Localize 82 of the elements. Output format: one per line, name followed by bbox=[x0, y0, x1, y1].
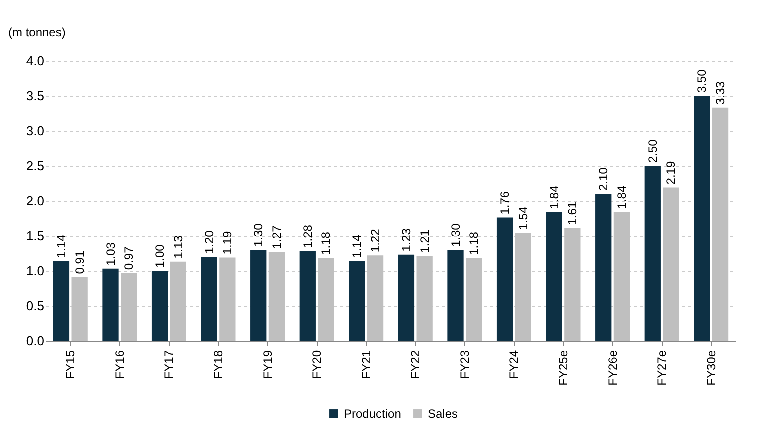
bar bbox=[564, 228, 581, 341]
bar bbox=[663, 188, 680, 341]
x-tick-label: FY17 bbox=[162, 350, 176, 380]
x-tick-label: FY27e bbox=[655, 350, 670, 386]
bar bbox=[170, 262, 186, 341]
bar bbox=[416, 256, 433, 341]
y-tick-label: 1.5 bbox=[26, 228, 44, 244]
y-tick-label: 1.0 bbox=[26, 264, 44, 278]
data-label: 2.10 bbox=[596, 167, 611, 191]
data-label: 1.13 bbox=[171, 235, 186, 259]
bar bbox=[220, 258, 236, 341]
data-label: 1.27 bbox=[270, 225, 284, 250]
data-label: 2.19 bbox=[664, 161, 678, 185]
bar bbox=[644, 166, 661, 341]
data-label: 1.00 bbox=[153, 244, 168, 268]
y-tick-label: 3.0 bbox=[26, 124, 44, 138]
data-label: 1.28 bbox=[300, 224, 315, 248]
y-tick-label: 3.5 bbox=[26, 88, 44, 104]
bar bbox=[614, 212, 630, 341]
data-label: 1.14 bbox=[350, 234, 364, 258]
data-label: 1.61 bbox=[566, 202, 580, 226]
bar bbox=[300, 251, 316, 341]
bar bbox=[349, 261, 366, 341]
bar bbox=[694, 96, 710, 341]
bar bbox=[596, 194, 612, 341]
x-tick-label: FY26e bbox=[606, 350, 620, 386]
data-label: 1.54 bbox=[516, 206, 530, 230]
data-label: 1.30 bbox=[448, 223, 463, 247]
bar bbox=[546, 212, 562, 341]
legend-label: Production bbox=[344, 407, 402, 421]
x-tick-label: FY24 bbox=[507, 350, 522, 380]
bar bbox=[448, 250, 464, 341]
data-label: 1.03 bbox=[104, 242, 118, 266]
x-tick-label: FY21 bbox=[359, 350, 374, 380]
bar bbox=[121, 273, 138, 341]
y-tick-label: 0.0 bbox=[26, 334, 44, 348]
data-label: 1.18 bbox=[319, 232, 334, 256]
bar bbox=[712, 108, 729, 341]
data-label: 1.21 bbox=[418, 230, 432, 254]
bar bbox=[201, 257, 218, 341]
data-label: 2.50 bbox=[646, 139, 660, 163]
data-label: 1.19 bbox=[220, 231, 235, 255]
y-tick-label: 0.5 bbox=[26, 298, 44, 314]
data-label: 0.91 bbox=[72, 250, 87, 274]
x-tick-label: FY30e bbox=[704, 350, 718, 386]
bar bbox=[318, 258, 334, 341]
data-label: 1.76 bbox=[498, 191, 512, 215]
x-tick-label: FY18 bbox=[212, 350, 226, 380]
bar bbox=[367, 256, 384, 341]
data-label: 1.18 bbox=[467, 232, 482, 256]
data-label: 0.97 bbox=[122, 246, 136, 270]
data-label: 1.22 bbox=[368, 228, 383, 253]
data-label: 1.20 bbox=[202, 230, 216, 254]
bar bbox=[152, 271, 168, 341]
bar bbox=[515, 233, 532, 341]
x-tick-label: FY23 bbox=[458, 350, 472, 380]
data-label: 1.84 bbox=[614, 186, 629, 210]
bar bbox=[102, 268, 119, 341]
x-tick-label: FY16 bbox=[112, 350, 127, 380]
data-label: 1.84 bbox=[547, 186, 562, 210]
x-tick-label: FY20 bbox=[310, 350, 324, 380]
bar bbox=[72, 277, 88, 341]
y-tick-label: 2.5 bbox=[26, 158, 44, 174]
data-label: 1.23 bbox=[399, 228, 414, 252]
data-label: 3.50 bbox=[695, 69, 710, 93]
y-tick-label: 4.0 bbox=[26, 54, 44, 68]
x-tick-label: FY25e bbox=[556, 350, 570, 386]
legend-label: Sales bbox=[428, 407, 458, 421]
bar bbox=[398, 254, 415, 341]
x-tick-label: FY19 bbox=[260, 350, 275, 380]
bar bbox=[268, 252, 286, 341]
bar bbox=[250, 250, 267, 341]
bar bbox=[53, 261, 70, 341]
y-tick-label: 2.0 bbox=[26, 194, 44, 208]
x-tick-label: FY15 bbox=[64, 350, 78, 380]
bar bbox=[496, 218, 514, 341]
y-axis-title: (m tonnes) bbox=[8, 26, 66, 40]
data-label: 1.14 bbox=[54, 234, 68, 258]
bar bbox=[466, 258, 482, 341]
x-tick-label: FY22 bbox=[408, 350, 423, 380]
data-label: 1.30 bbox=[252, 223, 266, 247]
data-label: 3.33 bbox=[714, 81, 728, 105]
